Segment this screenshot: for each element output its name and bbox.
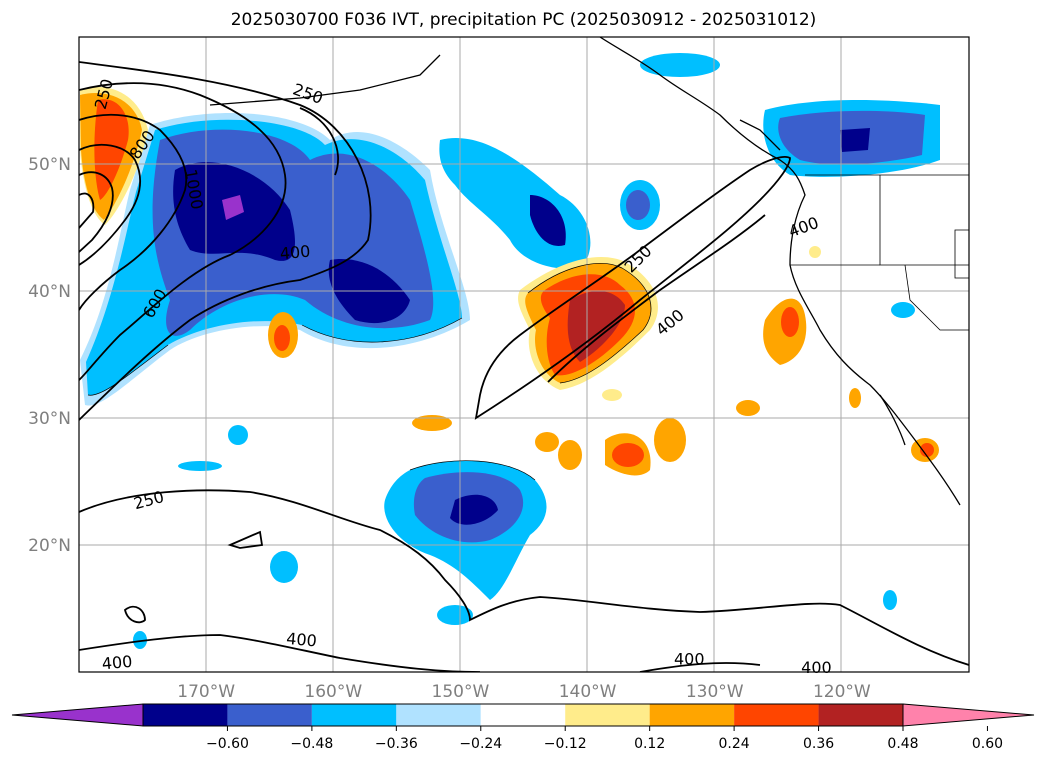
political-borders (790, 174, 969, 331)
neg-light-region (437, 605, 473, 625)
neg-light-region (228, 425, 248, 445)
colorbar-segment (649, 704, 735, 726)
map-area (79, 37, 969, 672)
pos-mid-region (920, 443, 934, 457)
very-neg-region (222, 195, 244, 220)
colorbar-tick-label: 0.60 (972, 736, 1003, 752)
colorbar-tick-label: −0.24 (459, 736, 502, 752)
neg-mid-region (626, 190, 650, 220)
latitude-label: 20°N (28, 536, 71, 556)
longitude-label: 140°W (559, 682, 617, 702)
longitude-label: 160°W (304, 682, 362, 702)
colorbar-segment (565, 704, 650, 726)
latitude-label: 50°N (28, 155, 71, 175)
colorbar-segment (734, 704, 819, 726)
neg-dark-region (530, 195, 566, 246)
latitude-labels: 50°N 40°N 30°N 20°N (28, 155, 71, 556)
gridlines (79, 37, 969, 672)
pos-mid-region (781, 307, 799, 337)
pos-light-region (736, 400, 760, 416)
neg-light-region (883, 590, 897, 610)
colorbar-tick-label: 0.48 (887, 736, 918, 752)
colorbar-tick-label: 0.12 (634, 736, 665, 752)
colorbar-tick-label: −0.60 (206, 736, 249, 752)
coastline (209, 37, 961, 506)
colorbar-extend-max (902, 703, 1035, 727)
pos-light-region (412, 415, 452, 431)
latitude-label: 30°N (28, 409, 71, 429)
map-title: 2025030700 F036 IVT, precipitation PC (2… (230, 10, 817, 30)
pos-mid-region (612, 443, 644, 467)
precip-shading (80, 53, 940, 649)
ivt-contour-label: 400 (101, 652, 133, 674)
pos-dark-region (567, 290, 625, 362)
colorbar-tick-label: 0.24 (719, 736, 750, 752)
longitude-label: 170°W (177, 682, 235, 702)
colorbar-frame (142, 703, 904, 727)
neg-light-region (439, 138, 591, 269)
pos-light-region (535, 432, 559, 452)
colorbar-segment (311, 704, 397, 726)
ivt-contour-label: 400 (286, 629, 318, 651)
neg-dark-region (450, 494, 498, 525)
pos-mid-region (274, 325, 290, 351)
map-frame (78, 36, 970, 673)
neg-light-region (640, 53, 720, 77)
pos-light-region (558, 440, 582, 470)
colorbar-segment (818, 704, 903, 726)
longitude-label: 130°W (686, 682, 744, 702)
colorbar-extend-min (11, 703, 144, 727)
colorbar-segment (143, 704, 228, 726)
colorbar-tick-label: −0.36 (375, 736, 418, 752)
neg-dark-region (840, 128, 870, 152)
ivt-contour-label: 400 (674, 649, 705, 668)
colorbar-tick-label: −0.48 (290, 736, 333, 752)
pos-light-region (654, 418, 686, 462)
pos-pale-region (809, 246, 821, 258)
longitude-label: 120°W (813, 682, 871, 702)
latitude-label: 40°N (28, 282, 71, 302)
longitude-labels: 170°W 160°W 150°W 140°W 130°W 120°W (177, 682, 871, 702)
ivt-contours (79, 61, 969, 672)
colorbar-tick-label: −0.12 (544, 736, 587, 752)
ivt-contour-label: 400 (786, 213, 821, 241)
colorbar-segment (480, 704, 566, 726)
neg-light-region (133, 631, 147, 649)
neg-light-region (270, 551, 298, 583)
ivt-contour-label: 250 (132, 487, 166, 513)
colorbar-tick-label: 0.36 (803, 736, 834, 752)
ivt-contour-label: 400 (279, 242, 311, 264)
colorbar: −0.60 −0.48 −0.36 −0.24 −0.12 0.12 0.24 0.36 0.4… (11, 703, 1035, 752)
precip-outlines (87, 263, 652, 481)
colorbar-segment (227, 704, 312, 726)
pos-light-region (849, 388, 861, 408)
longitude-label: 150°W (432, 682, 490, 702)
colorbar-segment (396, 704, 481, 726)
ivt-contour-label: 400 (801, 658, 832, 677)
pos-pale-region (602, 389, 622, 401)
neg-light-region (178, 461, 222, 471)
neg-light-region (891, 302, 915, 318)
